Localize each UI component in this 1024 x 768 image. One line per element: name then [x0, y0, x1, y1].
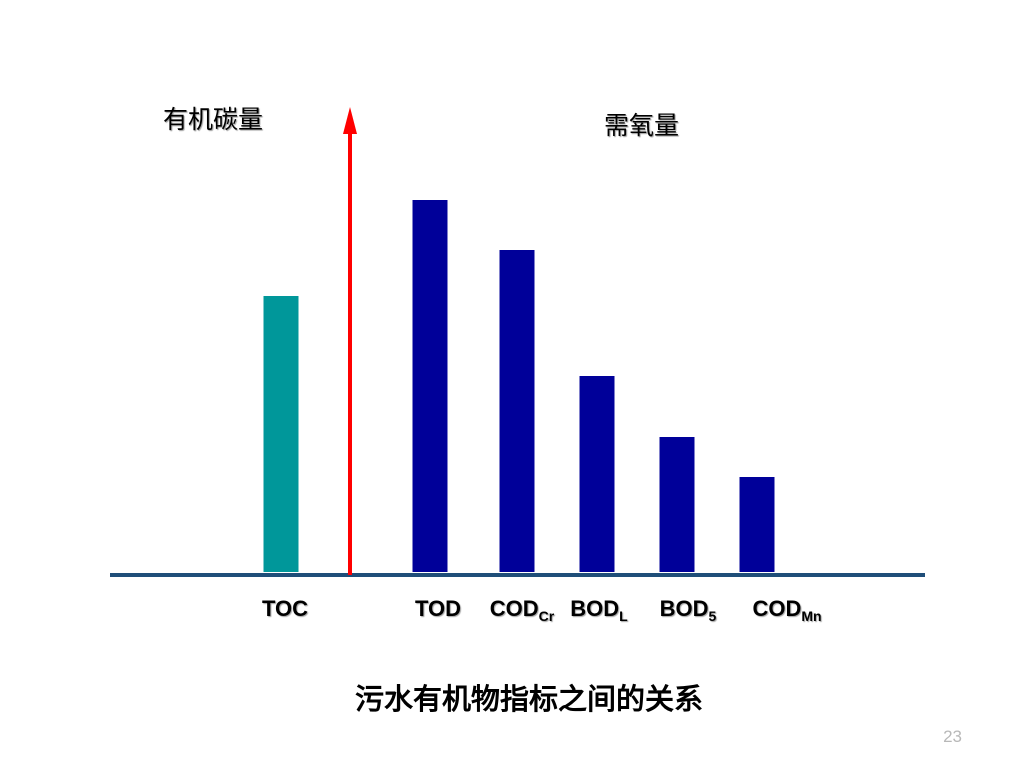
bars-layer	[263, 200, 775, 572]
category-label-main: TOD	[414, 596, 462, 621]
category-label-main: BOD	[659, 596, 709, 621]
category-label-main: BOD	[570, 596, 620, 621]
bar-0	[263, 296, 299, 572]
vertical-axis-arrow	[343, 107, 357, 575]
bar-2	[499, 250, 535, 572]
category-label-4: BOD5	[660, 596, 717, 624]
bar-1	[412, 200, 448, 572]
page-number: 23	[943, 727, 962, 746]
left-axis-label: 有机碳量	[163, 105, 264, 134]
bar-5	[739, 477, 775, 572]
category-label-0: TOC	[262, 596, 308, 622]
arrow-up-icon	[343, 107, 357, 134]
bar-3	[579, 376, 615, 572]
right-axis-label: 需氧量	[604, 111, 680, 140]
category-label-1: TOD	[415, 596, 461, 622]
category-label-subscript: Mn	[801, 608, 822, 624]
category-label-3: BODL	[570, 596, 627, 624]
category-label-main: TOC	[261, 596, 309, 621]
category-label-subscript: Cr	[538, 608, 555, 624]
category-label-subscript: 5	[708, 608, 717, 624]
bar-4	[659, 437, 695, 572]
category-label-main: COD	[489, 596, 539, 621]
category-label-2: CODCr	[490, 596, 554, 624]
category-label-main: COD	[752, 596, 802, 621]
category-label-5: CODMn	[752, 596, 821, 624]
chart-caption: 污水有机物指标之间的关系	[354, 682, 703, 716]
category-label-subscript: L	[619, 608, 628, 624]
